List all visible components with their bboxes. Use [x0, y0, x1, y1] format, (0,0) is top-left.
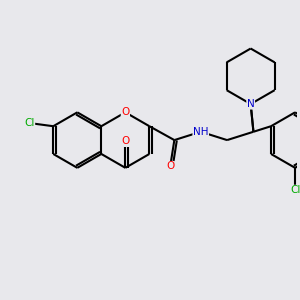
Text: O: O: [121, 107, 130, 117]
Text: Cl: Cl: [24, 118, 35, 128]
Text: O: O: [121, 136, 130, 146]
Text: Cl: Cl: [290, 185, 300, 195]
Text: N: N: [247, 99, 254, 109]
Text: O: O: [166, 161, 174, 172]
Text: NH: NH: [193, 127, 208, 137]
